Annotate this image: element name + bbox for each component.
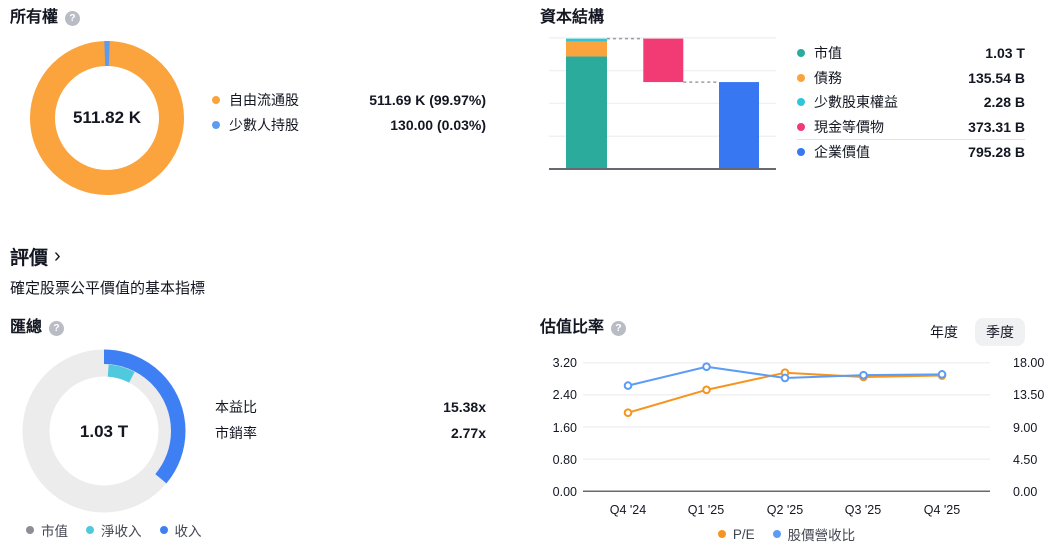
legend-item: 市值 1.03 T — [797, 41, 1025, 66]
legend-item: 自由流通股 511.69 K (99.97%) — [212, 87, 486, 112]
stat-row: 市銷率 2.77x — [215, 420, 486, 446]
legend-dot — [797, 73, 805, 82]
legend-dot — [797, 49, 805, 58]
legend-item: P/E — [717, 526, 755, 542]
legend-item: 現金等價物 373.31 B — [797, 115, 1025, 140]
ownership-center-value: 511.82 K — [72, 108, 142, 127]
legend-label: 自由流通股 — [229, 91, 299, 108]
x-axis-label: Q4 '25 — [923, 503, 961, 517]
legend-label: 企業價值 — [814, 144, 870, 161]
legend-value: 511.69 K (99.97%) — [369, 91, 486, 108]
x-axis-label: Q4 '24 — [609, 503, 647, 517]
x-axis-label: Q3 '25 — [844, 503, 882, 517]
stat-value: 15.38x — [443, 399, 486, 415]
help-icon[interactable]: ? — [49, 320, 65, 336]
annual-tab[interactable]: 年度 — [919, 318, 969, 346]
legend-dot — [26, 526, 34, 534]
y-axis-tick-right: 13.50 — [1013, 388, 1045, 402]
legend-label: 少數股東權益 — [814, 94, 898, 111]
legend-dot — [797, 98, 805, 107]
legend-dot — [212, 95, 220, 104]
chevron-right-icon: › — [54, 244, 61, 267]
capital-structure-title: 資本結構 — [540, 9, 605, 26]
legend-item: 市值 — [26, 520, 68, 540]
y-axis-tick-right: 4.50 — [1013, 453, 1038, 467]
legend-item: 淨收入 — [86, 520, 142, 540]
stat-row: 本益比 15.38x — [215, 394, 486, 420]
valuation-ratios-line-chart — [583, 361, 990, 493]
y-axis-tick-left: 0.00 — [552, 485, 577, 499]
legend-value: 130.00 (0.03%) — [390, 116, 486, 133]
x-axis-label: Q2 '25 — [766, 503, 804, 517]
y-axis-tick-left: 1.60 — [552, 421, 577, 435]
legend-label: 淨收入 — [101, 524, 142, 539]
stat-value: 2.77x — [450, 425, 486, 441]
valuation-section-link[interactable]: 評價 › — [10, 243, 61, 270]
valuation-title: 評價 — [10, 248, 49, 269]
legend-dot — [212, 120, 220, 129]
legend-dot — [797, 122, 805, 131]
legend-item: 少數人持股 130.00 (0.03%) — [212, 112, 486, 137]
legend-label: 股價營收比 — [787, 528, 856, 543]
y-axis-tick-left: 3.20 — [552, 356, 577, 370]
legend-value: 2.28 B — [983, 94, 1025, 111]
y-axis-tick-left: 2.40 — [552, 388, 577, 402]
legend-value: 373.31 B — [968, 118, 1025, 135]
legend-dot — [86, 526, 94, 534]
ownership-title: 所有權 — [10, 9, 59, 26]
y-axis-tick-right: 18.00 — [1013, 356, 1045, 370]
legend-item: 債務 135.54 B — [797, 66, 1025, 91]
valuation-ratios-title: 估值比率 — [540, 319, 605, 336]
ownership-donut-chart — [29, 40, 184, 195]
x-axis-label: Q1 '25 — [687, 503, 725, 517]
legend-value: 1.03 T — [985, 45, 1025, 62]
legend-dot — [159, 526, 168, 534]
legend-item: 少數股東權益 2.28 B — [797, 90, 1025, 115]
legend-label: 債務 — [814, 69, 842, 86]
legend-item: 股價營收比 — [772, 524, 856, 544]
valuation-subtitle: 確定股票公平價值的基本指標 — [10, 280, 206, 297]
help-icon[interactable]: ? — [611, 320, 627, 336]
ownership-legend: 自由流通股 511.69 K (99.97%) 少數人持股 130.00 (0.… — [212, 87, 486, 137]
y-axis-tick-right: 0.00 — [1013, 485, 1038, 499]
y-axis-tick-right: 9.00 — [1013, 421, 1038, 435]
period-toggle: 年度 季度 — [919, 318, 1025, 346]
ownership-section: 所有權 ? — [10, 8, 81, 28]
legend-label: 市值 — [814, 45, 842, 62]
summary-donut-chart — [22, 349, 186, 513]
valuation-ratios-section: 估值比率 ? — [540, 318, 627, 338]
legend-dot — [797, 148, 805, 157]
legend-dot — [717, 530, 726, 538]
legend-label: 現金等價物 — [814, 118, 884, 135]
summary-stats: 本益比 15.38x 市銷率 2.77x — [215, 394, 486, 446]
legend-label: 收入 — [174, 524, 202, 539]
ratios-legend: P/E 股價營收比 — [583, 524, 990, 544]
legend-label: 市值 — [41, 524, 68, 539]
stat-label: 本益比 — [215, 399, 257, 415]
summary-section: 匯總 ? — [10, 318, 65, 338]
summary-center-value: 1.03 T — [79, 422, 129, 441]
legend-item: 企業價值 795.28 B — [797, 139, 1025, 165]
quarterly-tab[interactable]: 季度 — [975, 318, 1025, 346]
summary-legend: 市值 淨收入 收入 — [26, 520, 202, 540]
legend-value: 135.54 B — [968, 69, 1025, 86]
help-icon[interactable]: ? — [65, 10, 81, 26]
legend-value: 795.28 B — [968, 144, 1025, 161]
stat-label: 市銷率 — [215, 425, 257, 441]
legend-label: 少數人持股 — [229, 116, 299, 133]
summary-title: 匯總 — [10, 319, 43, 336]
y-axis-tick-left: 0.80 — [552, 453, 577, 467]
capital-structure-section: 資本結構 — [540, 8, 604, 28]
legend-item: 收入 — [159, 520, 202, 540]
capital-structure-legend: 市值 1.03 T 債務 135.54 B 少數股東權益 2.28 B 現金等價… — [797, 41, 1025, 165]
legend-dot — [772, 530, 781, 538]
legend-label: P/E — [732, 526, 755, 542]
capital-structure-waterfall-chart — [549, 37, 776, 170]
